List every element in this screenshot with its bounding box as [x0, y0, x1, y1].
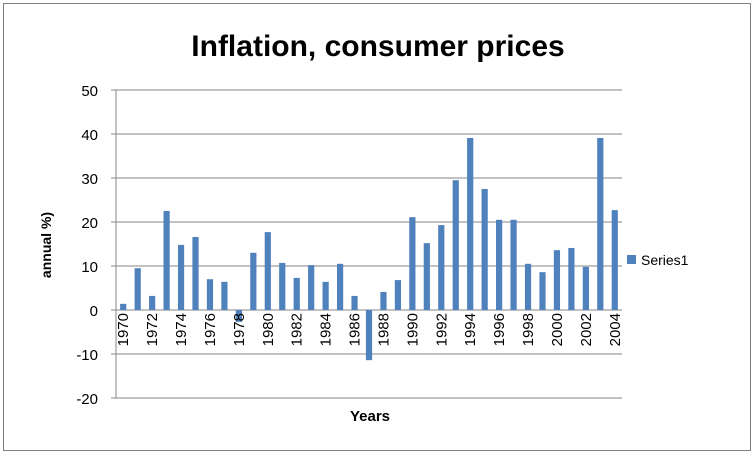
bar [524, 263, 532, 310]
x-tick-label: 1974 [173, 313, 190, 346]
x-tick-label: 1994 [462, 313, 479, 346]
x-tick-label: 1982 [289, 313, 306, 346]
bar [582, 266, 589, 310]
bar [206, 279, 214, 310]
y-tick-label: 0 [90, 303, 98, 320]
y-axis-label: annual %) [38, 212, 54, 278]
x-tick-label: 1996 [491, 313, 508, 346]
x-axis-label: Years [350, 408, 390, 425]
y-tick-label: 20 [81, 215, 98, 232]
x-tick-label: 1986 [347, 313, 364, 346]
x-tick-label: 1992 [433, 313, 450, 346]
bar [510, 219, 517, 310]
x-tick-label: 1972 [144, 313, 161, 346]
x-tick-label: 2004 [607, 313, 624, 346]
bar [481, 189, 488, 310]
x-tick-label: 1990 [404, 313, 421, 346]
y-tick-label: -10 [76, 347, 98, 364]
bar [394, 280, 402, 310]
bar [467, 137, 474, 310]
bar [279, 262, 286, 310]
bar [163, 211, 170, 310]
y-tick-label: 50 [81, 83, 98, 100]
bar [250, 252, 257, 310]
bar [438, 225, 445, 310]
bar [149, 295, 156, 310]
bar [221, 281, 228, 310]
chart-frame [3, 3, 751, 451]
chart-title: Inflation, consumer prices [191, 30, 564, 63]
x-tick-label: 1978 [231, 313, 248, 346]
x-tick-label: 1976 [202, 313, 219, 346]
y-tick-label: 10 [81, 259, 98, 276]
bar [380, 291, 387, 310]
bar [336, 263, 344, 310]
bar [351, 295, 358, 310]
bar [308, 265, 315, 310]
legend-entry: Series1 [641, 252, 689, 268]
y-tick-label: 30 [81, 171, 98, 188]
bar [452, 180, 459, 310]
bar [235, 310, 242, 322]
bar [264, 232, 271, 310]
x-tick-label: 1970 [115, 313, 132, 346]
bar [553, 250, 561, 310]
bar [192, 236, 199, 310]
bar [568, 247, 575, 310]
bar [120, 303, 127, 310]
x-tick-label: 1984 [318, 313, 335, 346]
bar [134, 268, 141, 310]
x-tick-label: 1980 [260, 313, 277, 346]
x-tick-label: 1998 [520, 313, 537, 346]
bar [365, 310, 373, 361]
bar [597, 137, 604, 310]
y-tick-label: -20 [76, 391, 98, 408]
bar [496, 219, 503, 310]
bar [322, 281, 329, 310]
bar [611, 210, 618, 310]
bar [293, 277, 300, 310]
x-tick-label: 1988 [375, 313, 392, 346]
bar [409, 217, 416, 310]
x-tick-label: 2002 [578, 313, 595, 346]
bar [423, 243, 430, 310]
bar [539, 272, 546, 310]
legend-marker [627, 255, 636, 264]
x-tick-label: 2000 [549, 313, 566, 346]
y-tick-label: 40 [81, 127, 98, 144]
bar [177, 244, 185, 310]
